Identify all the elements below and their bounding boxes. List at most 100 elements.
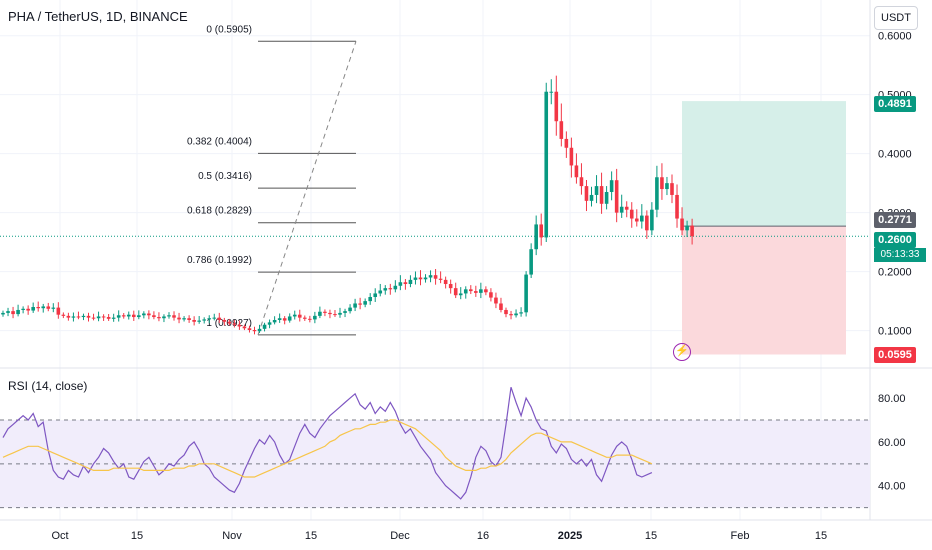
date-axis-label: 15	[815, 530, 827, 542]
fib-level-label: 0.786 (0.1992)	[187, 255, 252, 266]
candle-body	[303, 317, 307, 319]
candle-body	[11, 311, 15, 315]
price-axis-label: 0.6000	[878, 31, 912, 43]
candle-body	[549, 91, 554, 93]
candle-body	[378, 290, 383, 294]
candle-body	[458, 293, 463, 296]
rsi-axis-label: 80.00	[878, 393, 906, 405]
candle-body	[529, 249, 533, 275]
candle-body	[172, 315, 176, 318]
candle-body	[589, 194, 594, 201]
date-axis-label: 15	[305, 530, 317, 542]
candle-body	[584, 186, 589, 201]
candle-body	[353, 303, 357, 308]
candle-body	[494, 297, 498, 304]
candle-body	[1, 312, 5, 315]
candle-body	[66, 315, 71, 318]
candle-body	[187, 318, 191, 320]
candle-body	[21, 308, 25, 310]
candle-body	[604, 192, 609, 204]
candle-body	[479, 289, 483, 293]
candle-body	[514, 313, 518, 316]
candle-body	[217, 317, 222, 320]
candle-body	[232, 323, 237, 325]
candle-body	[544, 91, 549, 238]
candle-body	[61, 314, 66, 316]
candle-body	[26, 308, 30, 311]
candle-body	[242, 326, 247, 329]
candle-body	[91, 317, 96, 319]
candle-body	[539, 224, 544, 238]
currency-button[interactable]: USDT	[874, 6, 918, 30]
candle-body	[142, 313, 146, 316]
candle-body	[438, 278, 443, 280]
candle-body	[599, 186, 604, 204]
candle-body	[383, 288, 388, 291]
chart-title: PHA / TetherUS, 1D, BINANCE	[8, 9, 188, 24]
candle-body	[177, 317, 181, 320]
candle-body	[569, 147, 574, 166]
candle-body	[665, 183, 669, 190]
candle-body	[86, 315, 91, 318]
candle-body	[443, 279, 448, 285]
candle-body	[121, 315, 126, 317]
candle-body	[277, 318, 282, 320]
candle-body	[433, 275, 438, 279]
lightning-icon[interactable]: ⚡	[673, 343, 691, 361]
candle-body	[624, 206, 629, 210]
candle-body	[650, 209, 654, 231]
candle-body	[579, 177, 584, 187]
fib-level-label: 0.5 (0.3416)	[198, 171, 252, 182]
candle-body	[323, 311, 327, 313]
candle-body	[202, 319, 206, 321]
candle-body	[499, 303, 503, 310]
candle-body	[257, 328, 262, 332]
candle-body	[51, 307, 56, 309]
date-axis-label: 15	[131, 530, 143, 542]
candle-body	[398, 282, 403, 286]
rsi-axis-label: 60.00	[878, 437, 906, 449]
rsi-line	[2, 387, 653, 500]
candle-body	[463, 289, 468, 294]
candle-body	[167, 315, 171, 317]
date-axis-label: 2025	[558, 530, 582, 542]
candle-body	[640, 215, 644, 222]
candle-body	[267, 322, 272, 325]
date-axis-label: Nov	[222, 530, 242, 542]
candle-body	[363, 301, 367, 305]
target-price-tag: 0.4891	[874, 96, 916, 112]
candle-body	[212, 317, 217, 319]
candle-body	[634, 218, 639, 222]
candle-body	[423, 277, 428, 280]
fib-level-label: 0.618 (0.2829)	[187, 206, 252, 217]
countdown-tag: 05:13:33	[874, 248, 926, 262]
candle-body	[46, 306, 51, 309]
candle-body	[106, 317, 111, 319]
candle-body	[182, 318, 186, 320]
candle-body	[645, 215, 649, 231]
candle-body	[489, 292, 493, 298]
candle-body	[574, 165, 579, 178]
candle-body	[614, 180, 619, 213]
candle-body	[519, 312, 523, 314]
candle-body	[318, 311, 322, 316]
rsi-title: RSI (14, close)	[8, 379, 88, 393]
candle-body	[413, 277, 418, 280]
rsi-axis-label: 40.00	[878, 481, 906, 493]
price-axis-label: 0.2000	[878, 267, 912, 279]
candle-body	[313, 315, 317, 320]
candle-body	[162, 316, 166, 319]
date-axis-label: Feb	[731, 530, 750, 542]
candle-body	[333, 314, 337, 316]
last-price-tag: 0.2600	[874, 232, 916, 248]
fib-level-label: 0 (0.5905)	[206, 24, 252, 35]
candle-body	[207, 318, 212, 320]
stop-price-tag: 0.0595	[874, 347, 916, 363]
candle-body	[297, 314, 302, 318]
candle-body	[157, 317, 161, 319]
candle-body	[629, 209, 634, 219]
candle-body	[619, 206, 624, 213]
candle-body	[524, 274, 528, 313]
candle-body	[685, 225, 689, 231]
